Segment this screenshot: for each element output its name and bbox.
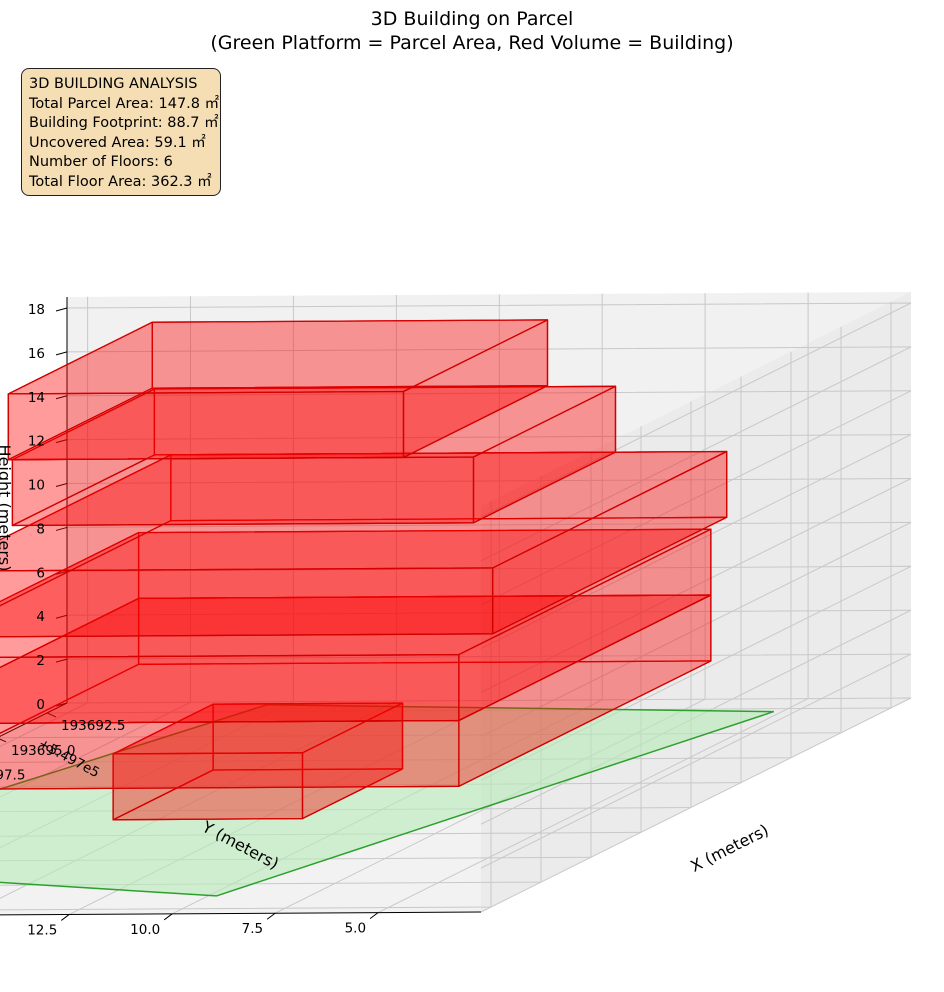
annotation-total-parcel-area: Total Parcel Area: 147.8 ㎡ — [29, 95, 220, 112]
y-tick-label: 7.5 — [242, 921, 263, 937]
z-grid-line — [66, 697, 912, 913]
z-tick-mark — [55, 483, 68, 488]
building-floor-4 — [0, 450, 728, 638]
y-tick-mark — [60, 914, 70, 921]
x-tick-mark — [0, 738, 7, 743]
y-tick-mark — [163, 913, 173, 921]
building-floor-face — [0, 528, 712, 658]
z-tick-label: 4 — [36, 609, 45, 625]
building-floor-5 — [11, 385, 617, 527]
z-grid-line — [66, 653, 912, 869]
z-grid-line — [66, 434, 912, 650]
building-floor-6 — [7, 319, 549, 461]
chart-title: 3D Building on Parcel — [370, 8, 574, 30]
y-tick-label: 10.0 — [130, 922, 160, 938]
z-tick-label: 14 — [28, 390, 45, 406]
annotation-number-of-floors: Number of Floors: 6 — [29, 154, 173, 170]
z-tick-mark — [55, 307, 68, 312]
y-tick-label: 5.0 — [345, 921, 366, 937]
z-tick-label: 10 — [28, 478, 45, 494]
z-tick-label: 0 — [36, 697, 45, 713]
z-tick-mark — [55, 526, 68, 531]
building-floor-face — [0, 653, 460, 724]
x-axis-title: X (meters) — [687, 820, 771, 876]
annotation-uncovered-area: Uncovered Area: 59.1 ㎡ — [29, 134, 206, 151]
z-tick-mark — [55, 658, 68, 663]
z-tick-label: 16 — [28, 346, 45, 362]
x-tick-label: 193692.5 — [61, 718, 125, 734]
z-tick-label: 2 — [36, 653, 45, 669]
z-grid-line — [66, 521, 912, 737]
z-tick-label: 18 — [28, 302, 45, 318]
building-floor-face — [0, 531, 140, 669]
annotation-building-footprint: Building Footprint: 88.7 ㎡ — [29, 115, 219, 131]
x-tick-label: 193695.0 — [11, 743, 75, 759]
building-floor-1 — [112, 702, 404, 821]
building-floor-face — [0, 719, 460, 790]
parcel-platform-layer — [0, 704, 775, 897]
z-tick-mark — [55, 439, 68, 444]
z-tick-label: 8 — [36, 521, 45, 537]
building-layer — [0, 319, 728, 821]
building-floor-face — [0, 597, 140, 734]
x-tick-mark — [46, 712, 57, 718]
building-floor-face — [0, 454, 172, 607]
annotation-title: 3D BUILDING ANALYSIS — [29, 76, 198, 92]
x-tick-label: 193697.5 — [0, 768, 25, 784]
z-tick-mark — [55, 702, 68, 707]
x-axis-line — [0, 911, 482, 916]
chart-subtitle: (Green Platform = Parcel Area, Red Volum… — [210, 32, 734, 54]
analysis-annotation-box: 3D BUILDING ANALYSIS Total Parcel Area: … — [21, 68, 221, 196]
building-floor-2 — [0, 594, 712, 790]
z-tick-mark — [55, 614, 68, 619]
building-floor-face — [112, 702, 404, 755]
z-grid-line — [66, 390, 912, 606]
z-grid-line — [66, 478, 912, 693]
building-floor-face — [0, 567, 494, 638]
parcel-platform — [0, 704, 775, 897]
y-tick-label: 12.5 — [27, 922, 57, 938]
z-tick-mark — [55, 570, 68, 575]
building-floor-3 — [0, 528, 712, 724]
annotation-total-floor-area: Total Floor Area: 362.3 ㎡ — [29, 173, 212, 190]
z-tick-label: 12 — [28, 434, 45, 450]
y-tick-mark — [266, 912, 276, 920]
z-tick-label: 6 — [36, 565, 45, 581]
z-grid-line — [66, 302, 912, 518]
building-floor-face — [7, 319, 549, 395]
y-tick-mark — [369, 912, 379, 920]
z-grid-line — [66, 346, 912, 562]
z-axis-title: Height (meters) — [0, 445, 14, 572]
z-tick-mark — [55, 351, 68, 356]
z-tick-mark — [55, 395, 68, 400]
